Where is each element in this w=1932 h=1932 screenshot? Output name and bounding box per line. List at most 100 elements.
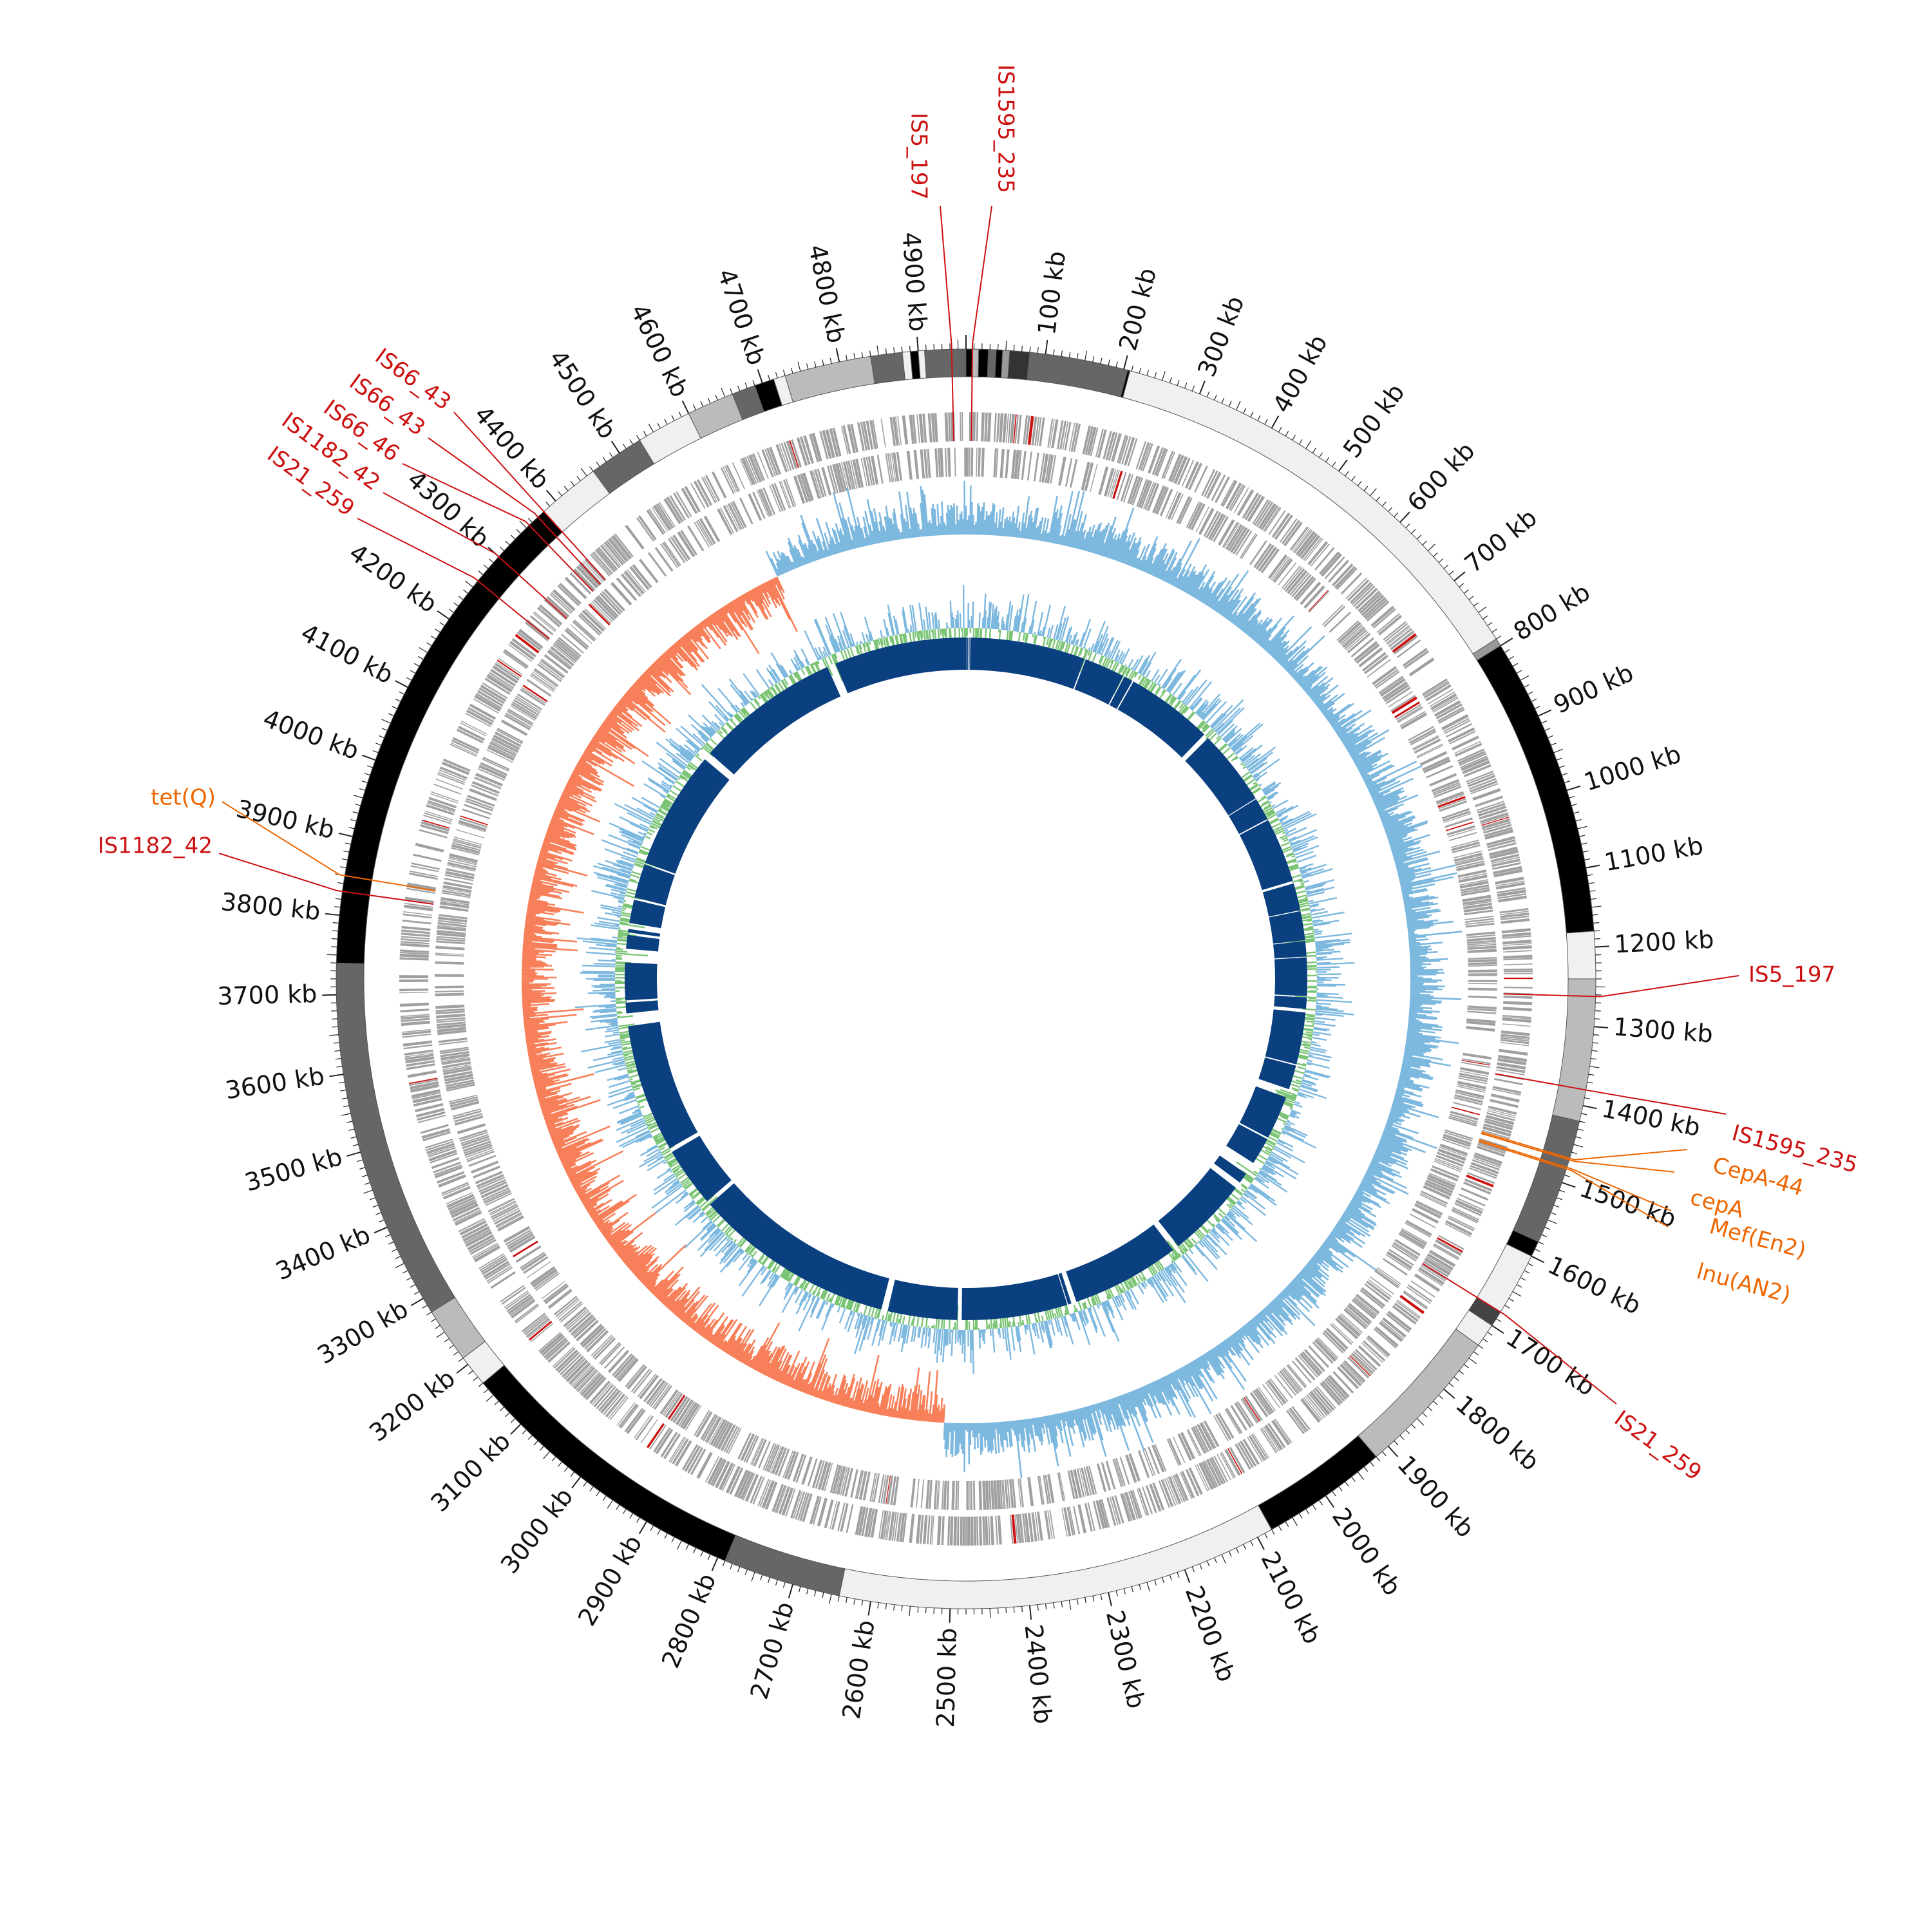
cds-block xyxy=(421,1128,450,1139)
cds-block xyxy=(1263,1426,1280,1452)
cds-block xyxy=(1124,437,1135,466)
cds-block xyxy=(894,1512,899,1542)
cds-block xyxy=(1468,958,1497,963)
cds-block xyxy=(1034,417,1040,446)
scale-tick xyxy=(364,773,370,776)
scale-tick xyxy=(1198,380,1206,395)
scale-tick xyxy=(681,400,690,414)
cds-block xyxy=(752,1477,765,1505)
cds-block xyxy=(880,1510,887,1540)
cds-block xyxy=(1500,1039,1530,1045)
cds-block xyxy=(701,477,716,504)
scale-tick xyxy=(700,1551,704,1557)
cds-block xyxy=(1464,1178,1493,1192)
cds-block xyxy=(1039,453,1045,482)
cds-block xyxy=(1115,1457,1126,1486)
cds-block xyxy=(722,1464,736,1492)
cds-block xyxy=(1086,1466,1095,1495)
cds-block xyxy=(490,740,518,755)
cds-block xyxy=(1359,592,1383,614)
scale-tick xyxy=(378,735,384,739)
scale-tick xyxy=(1076,353,1079,359)
cds-block xyxy=(1027,451,1032,481)
cds-block xyxy=(1372,608,1396,629)
cds-block xyxy=(1049,419,1055,448)
cds-block xyxy=(1405,1220,1432,1236)
scale-tick xyxy=(1535,1249,1540,1252)
cds-block xyxy=(468,706,495,723)
cds-block xyxy=(461,721,488,735)
cds-block xyxy=(850,1469,858,1498)
scale-label: 3500 kb xyxy=(242,1142,345,1197)
cds-block xyxy=(1354,1349,1378,1370)
cds-block xyxy=(464,1142,492,1154)
cds-block xyxy=(1280,1369,1300,1393)
cds-block xyxy=(1204,1460,1218,1488)
cds-block xyxy=(1117,435,1127,464)
cds-block xyxy=(1474,1152,1502,1164)
cds-block xyxy=(1420,1265,1446,1282)
cds-block xyxy=(1396,704,1422,721)
cds-block xyxy=(1143,481,1155,509)
cds-block xyxy=(705,1416,722,1443)
cds-block xyxy=(1158,1480,1171,1508)
cds-block xyxy=(1439,1146,1467,1157)
cds-block xyxy=(518,629,544,649)
cds-block xyxy=(1092,1501,1102,1530)
cds-block xyxy=(737,1432,752,1460)
cds-block xyxy=(436,1019,466,1023)
cds-block xyxy=(1412,736,1439,751)
cds-block xyxy=(764,1481,778,1510)
scale-tick xyxy=(1478,1345,1484,1349)
cds-block xyxy=(573,568,596,592)
cds-block xyxy=(675,1399,694,1426)
cds-block xyxy=(497,728,524,743)
scale-tick xyxy=(430,635,436,639)
cds-block xyxy=(1378,614,1403,636)
cds-block xyxy=(483,1260,509,1278)
cds-block xyxy=(516,693,543,711)
cds-block xyxy=(1211,1456,1226,1484)
cds-block xyxy=(1253,543,1272,569)
cds-block xyxy=(869,420,877,450)
scale-tick xyxy=(510,1423,522,1435)
cds-block xyxy=(451,1203,479,1218)
cds-block xyxy=(1458,873,1487,880)
scale-label: 4300 kb xyxy=(402,465,495,553)
scale-tick xyxy=(1399,511,1410,523)
cds-block xyxy=(1361,1342,1384,1363)
cds-block xyxy=(718,1463,734,1490)
cds-block xyxy=(1427,1174,1456,1188)
contig-segment xyxy=(1358,1329,1479,1457)
scale-tick xyxy=(1005,1607,1007,1614)
scale-tick xyxy=(336,1066,343,1068)
cds-block xyxy=(1382,1258,1408,1276)
cds-block xyxy=(511,703,537,720)
cds-block xyxy=(1349,1303,1372,1323)
scale-tick xyxy=(1154,372,1157,379)
cds-block xyxy=(1109,1497,1119,1526)
cds-block xyxy=(1337,1366,1359,1390)
cds-block xyxy=(744,457,757,484)
cds-block xyxy=(976,412,979,442)
cds-block xyxy=(1423,1185,1451,1200)
scale-label: 2000 kb xyxy=(1327,1502,1407,1600)
cds-block xyxy=(1468,778,1497,790)
cds-block xyxy=(931,1515,934,1545)
cds-block xyxy=(1024,1513,1030,1542)
cds-block xyxy=(1372,666,1397,685)
cds-block xyxy=(1310,544,1330,567)
cds-block xyxy=(1480,812,1509,823)
scale-label: 200 kb xyxy=(1113,265,1162,354)
cds-block xyxy=(720,1424,736,1452)
cds-block xyxy=(829,1501,838,1530)
contig-segment xyxy=(1552,978,1596,1122)
scale-tick xyxy=(1528,1263,1533,1267)
cds-block xyxy=(509,1298,534,1316)
feature-leader-line xyxy=(453,412,541,509)
scale-tick xyxy=(1544,1227,1551,1230)
cds-block xyxy=(1466,1021,1496,1027)
cds-block xyxy=(1485,1115,1515,1125)
cds-block xyxy=(1435,791,1464,804)
cds-block xyxy=(762,487,775,515)
